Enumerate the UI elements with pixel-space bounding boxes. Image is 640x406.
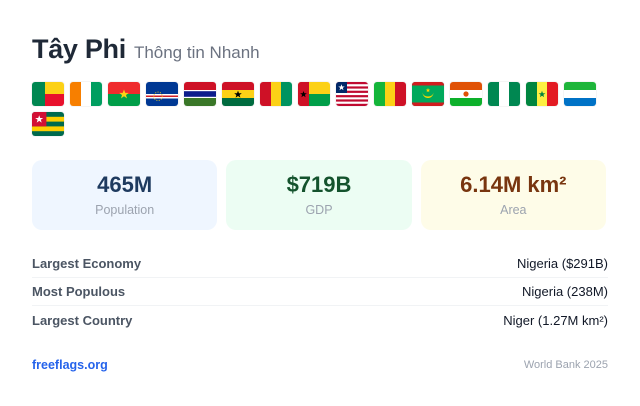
footer: freeflags.org World Bank 2025 (32, 358, 608, 372)
fact-row-largest-economy: Largest Economy Nigeria ($291B) (32, 250, 608, 278)
sierra-leone-flag[interactable] (564, 82, 596, 106)
fact-row-largest-country: Largest Country Niger (1.27M km²) (32, 306, 608, 334)
fact-value: Niger (1.27M km²) (503, 312, 608, 328)
area-value: 6.14M km² (460, 171, 567, 197)
fact-value: Nigeria (238M) (522, 284, 608, 299)
population-value: 465M (97, 171, 153, 197)
ghana-flag[interactable] (222, 82, 254, 106)
page-subtitle: Thông tin Nhanh (133, 43, 260, 62)
mali-flag[interactable] (374, 82, 406, 106)
freeflags-link[interactable]: freeflags.org (32, 358, 108, 372)
burkina-faso-flag[interactable] (108, 82, 140, 106)
guinea-flag[interactable] (260, 82, 292, 106)
page-header: Tây Phi Thông tin Nhanh (32, 34, 260, 65)
gdp-card: $719B GDP (226, 160, 412, 230)
niger-flag[interactable] (450, 82, 482, 106)
benin-flag[interactable] (32, 82, 64, 106)
population-card: 465M Population (32, 160, 218, 230)
nigeria-flag[interactable] (488, 82, 520, 106)
fact-label: Most Populous (32, 284, 126, 299)
fact-label: Largest Economy (32, 256, 142, 271)
guinea-bissau-flag[interactable] (298, 82, 330, 106)
flag-row (32, 82, 612, 136)
area-card: 6.14M km² Area (420, 160, 606, 230)
senegal-flag[interactable] (526, 82, 558, 106)
liberia-flag[interactable] (336, 82, 368, 106)
area-label: Area (500, 203, 527, 218)
data-source: World Bank 2025 (523, 359, 608, 371)
facts-list: Largest Economy Nigeria ($291B) Most Pop… (32, 250, 608, 334)
population-label: Population (95, 203, 155, 218)
cape-verde-flag[interactable] (146, 82, 178, 106)
mauritania-flag[interactable] (412, 82, 444, 106)
togo-flag[interactable] (32, 112, 64, 136)
fact-row-most-populous: Most Populous Nigeria (238M) (32, 278, 608, 306)
page-title: Tây Phi (32, 34, 126, 64)
stats-row: 465M Population $719B GDP 6.14M km² Area (32, 160, 606, 230)
gdp-label: GDP (305, 203, 333, 218)
gdp-value: $719B (286, 171, 352, 197)
fact-value: Nigeria ($291B) (516, 256, 608, 271)
gambia-flag[interactable] (184, 82, 216, 106)
cote-divoire-flag[interactable] (70, 82, 102, 106)
fact-label: Largest Country (32, 312, 133, 328)
